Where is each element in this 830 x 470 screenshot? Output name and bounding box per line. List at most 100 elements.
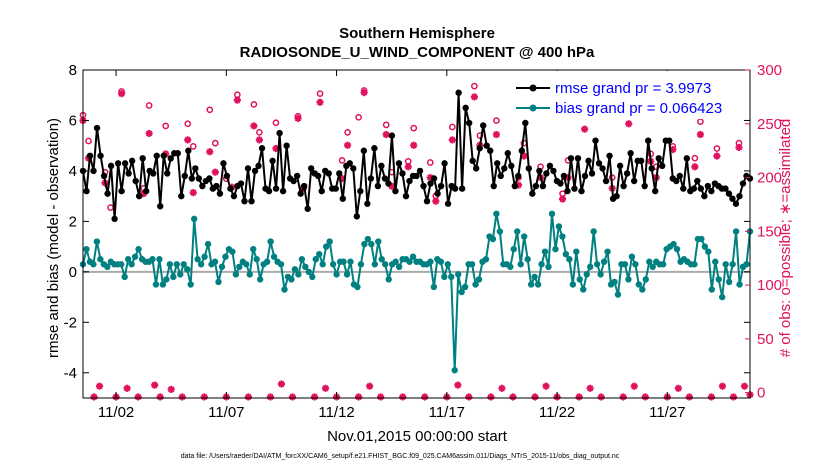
obs-marker-stroke xyxy=(493,131,500,138)
obs-assimilated-marker xyxy=(713,152,721,160)
bias-point xyxy=(580,286,587,293)
bias-point xyxy=(524,256,531,263)
obs-marker-stroke xyxy=(190,189,197,196)
bias-point xyxy=(104,263,111,270)
obs-marker-stroke xyxy=(520,152,528,160)
bias-point xyxy=(604,248,611,255)
bias-point xyxy=(517,261,524,268)
x-tick-label: 11/22 xyxy=(539,404,575,421)
obs-possible-marker xyxy=(85,137,92,145)
bias-point xyxy=(305,268,313,276)
obs-assimilated-marker xyxy=(421,393,429,401)
rmse-point xyxy=(104,190,111,197)
rmse-point xyxy=(121,160,129,167)
bias-point xyxy=(586,263,594,270)
bias-point xyxy=(670,240,677,248)
rmse-point xyxy=(690,185,698,192)
bias-point xyxy=(378,256,385,263)
bias-point xyxy=(295,271,302,278)
bias-point xyxy=(611,278,618,286)
rmse-point xyxy=(406,177,413,185)
obs-possible-marker xyxy=(713,145,721,152)
obs-marker-stroke xyxy=(686,393,693,401)
bias-point xyxy=(201,253,208,260)
rmse-point xyxy=(230,192,238,200)
bias-point xyxy=(204,240,212,248)
bias-point xyxy=(382,261,389,268)
rmse-point xyxy=(704,182,712,190)
obs-marker-stroke xyxy=(625,120,632,127)
rmse-point xyxy=(434,190,441,197)
rmse-point xyxy=(708,187,715,195)
bias-point xyxy=(621,261,629,268)
bias-point xyxy=(628,253,636,260)
rmse-point xyxy=(722,185,729,192)
rmse-point xyxy=(430,175,438,182)
bias-point xyxy=(649,263,656,270)
bias-point xyxy=(552,245,559,253)
bias-point xyxy=(118,261,125,268)
bias-point xyxy=(149,256,156,263)
obs-marker-stroke xyxy=(487,393,495,401)
obs-marker-stroke xyxy=(675,385,682,392)
bias-point xyxy=(371,261,379,268)
y2-tick-label: 0 xyxy=(757,385,765,402)
rmse-point xyxy=(736,192,743,200)
obs-assimilated-marker xyxy=(156,393,164,401)
obs-marker-stroke xyxy=(360,89,368,96)
bias-point xyxy=(573,248,580,255)
obs-assimilated-marker xyxy=(178,393,186,401)
rmse-point xyxy=(293,172,301,180)
y-axis-label: rmse and bias (model - observation) xyxy=(45,118,62,358)
bias-point xyxy=(128,261,135,268)
obs-marker-stroke xyxy=(134,393,142,401)
obs-assimilated-marker xyxy=(151,381,159,389)
rmse-point xyxy=(367,175,375,182)
rmse-point xyxy=(139,155,146,162)
bias-point xyxy=(729,261,736,268)
rmse-point xyxy=(416,167,424,175)
obs-marker-stroke xyxy=(586,385,594,392)
bias-point xyxy=(170,273,177,281)
rmse-point xyxy=(441,160,448,167)
rmse-point xyxy=(150,170,157,177)
bias-point xyxy=(93,238,101,245)
legend-box xyxy=(510,71,748,119)
rmse-point xyxy=(339,195,346,202)
rmse-point xyxy=(536,167,543,175)
rmse-point xyxy=(100,172,108,180)
rmse-point xyxy=(395,160,403,167)
rmse-point xyxy=(659,162,666,170)
bias-point xyxy=(166,261,174,268)
obs-assimilated-marker xyxy=(266,393,275,401)
bias-point xyxy=(673,245,681,253)
bias-point xyxy=(590,228,597,235)
obs-assimilated-marker xyxy=(735,143,743,152)
rmse-point xyxy=(546,162,554,170)
obs-assimilated-marker xyxy=(740,382,749,390)
rmse-point xyxy=(318,187,325,195)
obs-assimilated-marker xyxy=(597,393,605,401)
obs-marker-stroke xyxy=(597,393,605,401)
obs-possible-marker xyxy=(189,143,197,150)
y-tick-label: 8 xyxy=(69,62,77,79)
obs-possible-marker xyxy=(344,129,351,136)
bias-point xyxy=(475,276,483,283)
obs-marker-stroke xyxy=(267,393,274,401)
rmse-point xyxy=(206,175,213,182)
obs-assimilated-marker xyxy=(696,130,704,139)
obs-assimilated-marker xyxy=(117,90,126,98)
obs-possible-marker xyxy=(471,82,478,90)
bias-point xyxy=(496,228,504,235)
obs-assimilated-marker xyxy=(189,188,197,197)
obs-marker-stroke xyxy=(289,393,296,401)
x-tick-label: 11/07 xyxy=(208,404,244,421)
bias-point xyxy=(691,261,698,268)
bias-point xyxy=(705,248,712,255)
bias-point xyxy=(361,240,368,248)
rmse-point xyxy=(588,170,596,177)
rmse-point xyxy=(732,200,740,207)
obs-assimilated-marker xyxy=(277,380,286,388)
obs-assimilated-marker xyxy=(586,384,594,392)
rmse-point xyxy=(258,145,266,152)
